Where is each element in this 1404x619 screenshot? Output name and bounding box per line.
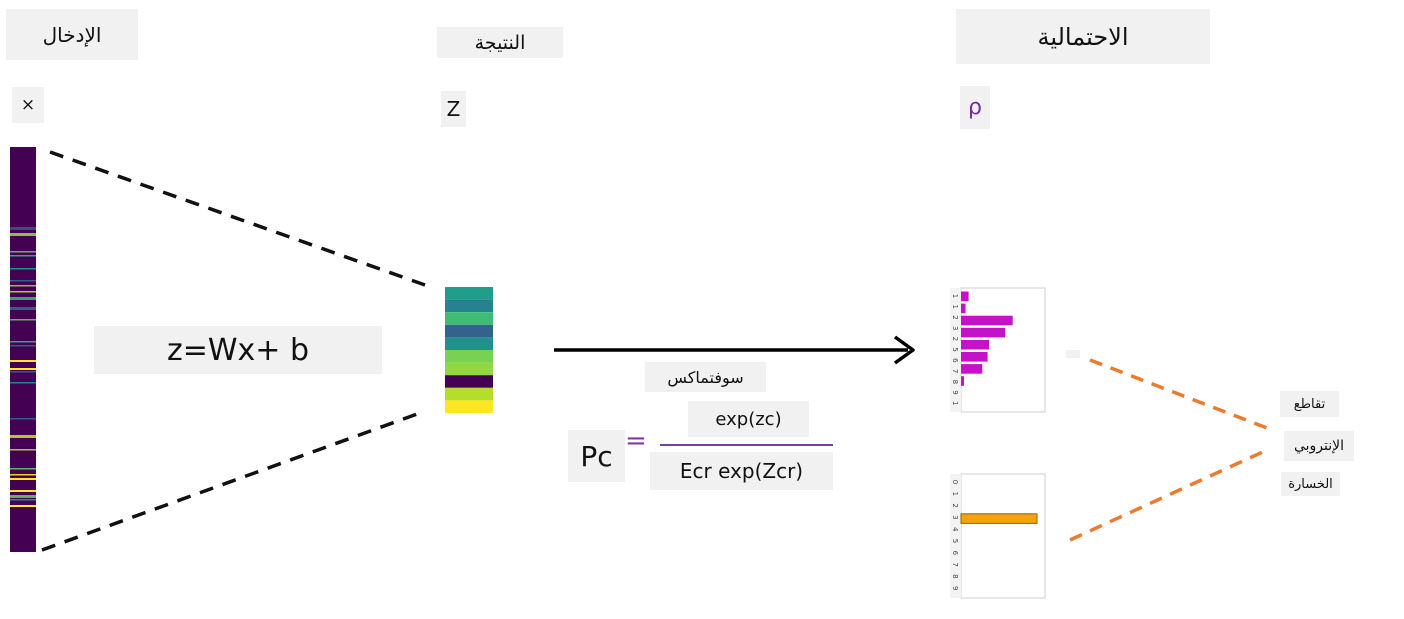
tick-label: 6 (951, 358, 959, 363)
tick-label: 3 (951, 326, 959, 330)
tick-label: 1 (951, 492, 959, 496)
logit-cell (445, 362, 493, 376)
logits-symbol: Z (441, 91, 466, 127)
input-stripe (10, 319, 36, 321)
input-vector (10, 147, 36, 552)
tick-label: 9 (951, 390, 959, 394)
logit-cell (445, 312, 493, 325)
input-stripe (10, 505, 36, 507)
tick-label: 5 (951, 347, 959, 351)
input-stripe (10, 435, 36, 438)
input-stripe (10, 468, 36, 470)
logit-cell (445, 400, 493, 413)
probability-marker (1066, 350, 1080, 358)
dashed-line-top-left (49, 150, 426, 287)
tick-label: 7 (951, 369, 959, 373)
bar (961, 352, 988, 362)
loss-label-line2: الإنتروبي (1284, 431, 1354, 461)
logit-vector (445, 287, 493, 413)
input-header: الإدخال (6, 9, 138, 60)
bar (961, 339, 990, 350)
softmax-numerator: exp(zc) (688, 401, 809, 437)
input-stripe (10, 291, 36, 293)
logit-cell (445, 387, 493, 401)
probability-symbol: ρ (960, 86, 990, 129)
input-stripe (10, 233, 36, 236)
softmax-label: سوفتماكس (645, 362, 766, 392)
bar (961, 291, 969, 302)
tick-label: 7 (951, 562, 959, 566)
probability-header: الاحتمالية (956, 9, 1210, 64)
softmax-equals: = (625, 426, 647, 456)
bar (961, 315, 1013, 326)
input-stripe (10, 227, 36, 230)
input-stripe (10, 280, 36, 282)
tick-label: 1 (951, 401, 959, 405)
input-symbol: × (12, 87, 44, 123)
tick-label: 4 (951, 527, 959, 532)
probability-chart: 1 1 2 3 2 5 6 7 8 9 1 (950, 287, 1046, 413)
dashed-line-top-right (1089, 358, 1268, 430)
dashed-line-bottom-right (1069, 448, 1268, 542)
input-stripe (10, 307, 36, 310)
softmax-lhs: Pc (568, 430, 625, 482)
tick-label: 2 (951, 503, 959, 507)
target-chart-ticks-bg (950, 474, 961, 598)
bar (960, 513, 1038, 524)
dashed-line-bottom-left (41, 411, 421, 552)
bar (961, 327, 1006, 338)
tick-label: 1 (951, 304, 959, 308)
input-stripe (10, 368, 36, 370)
target-chart: 0 1 2 3 4 5 6 7 8 9 (950, 473, 1046, 599)
tick-label: 2 (951, 337, 959, 341)
input-stripe (10, 382, 36, 384)
input-stripe (10, 478, 36, 480)
bar (961, 303, 966, 314)
input-stripe (10, 268, 36, 270)
input-stripe (10, 360, 36, 362)
softmax-denominator: Ecr exp(Zcr) (650, 452, 833, 490)
tick-label: 9 (951, 586, 959, 590)
input-stripe (10, 418, 36, 420)
logit-cell (445, 337, 493, 350)
tick-label: 6 (951, 551, 959, 556)
logit-cell (445, 287, 493, 300)
tick-label: 1 (951, 294, 959, 298)
bar (961, 364, 983, 374)
logit-cell (445, 299, 493, 313)
input-strip-base (10, 147, 36, 552)
logit-cell (445, 375, 493, 388)
loss-label-line3: الخسارة (1281, 472, 1340, 496)
input-stripe (10, 341, 36, 343)
input-stripe (10, 255, 36, 257)
input-stripe (10, 499, 36, 501)
input-stripe (10, 345, 36, 347)
logits-header: النتيجة (437, 27, 563, 58)
tick-label: 5 (951, 539, 959, 543)
input-stripe (10, 371, 36, 373)
input-stripe (10, 495, 36, 498)
tick-label: 2 (951, 315, 959, 319)
input-stripe (10, 297, 36, 300)
probability-chart-frame (960, 287, 1046, 413)
tick-label: 8 (951, 380, 959, 384)
logit-cell (445, 324, 493, 338)
input-stripe (10, 449, 36, 451)
bar (961, 376, 965, 386)
tick-label: 3 (951, 515, 959, 519)
tick-label: 0 (951, 480, 959, 484)
input-stripe (10, 474, 36, 476)
loss-label-line1: تقاطع (1280, 391, 1339, 417)
input-stripe (10, 251, 36, 253)
target-chart-frame (960, 473, 1046, 599)
tick-label: 8 (951, 574, 959, 578)
softmax-arrow-head (893, 335, 915, 365)
probability-chart-ticks-bg (950, 288, 961, 412)
input-stripe (10, 490, 36, 492)
input-stripe (10, 285, 36, 287)
logit-cell (445, 350, 493, 363)
linear-equation: z=Wx+ b (94, 326, 382, 374)
